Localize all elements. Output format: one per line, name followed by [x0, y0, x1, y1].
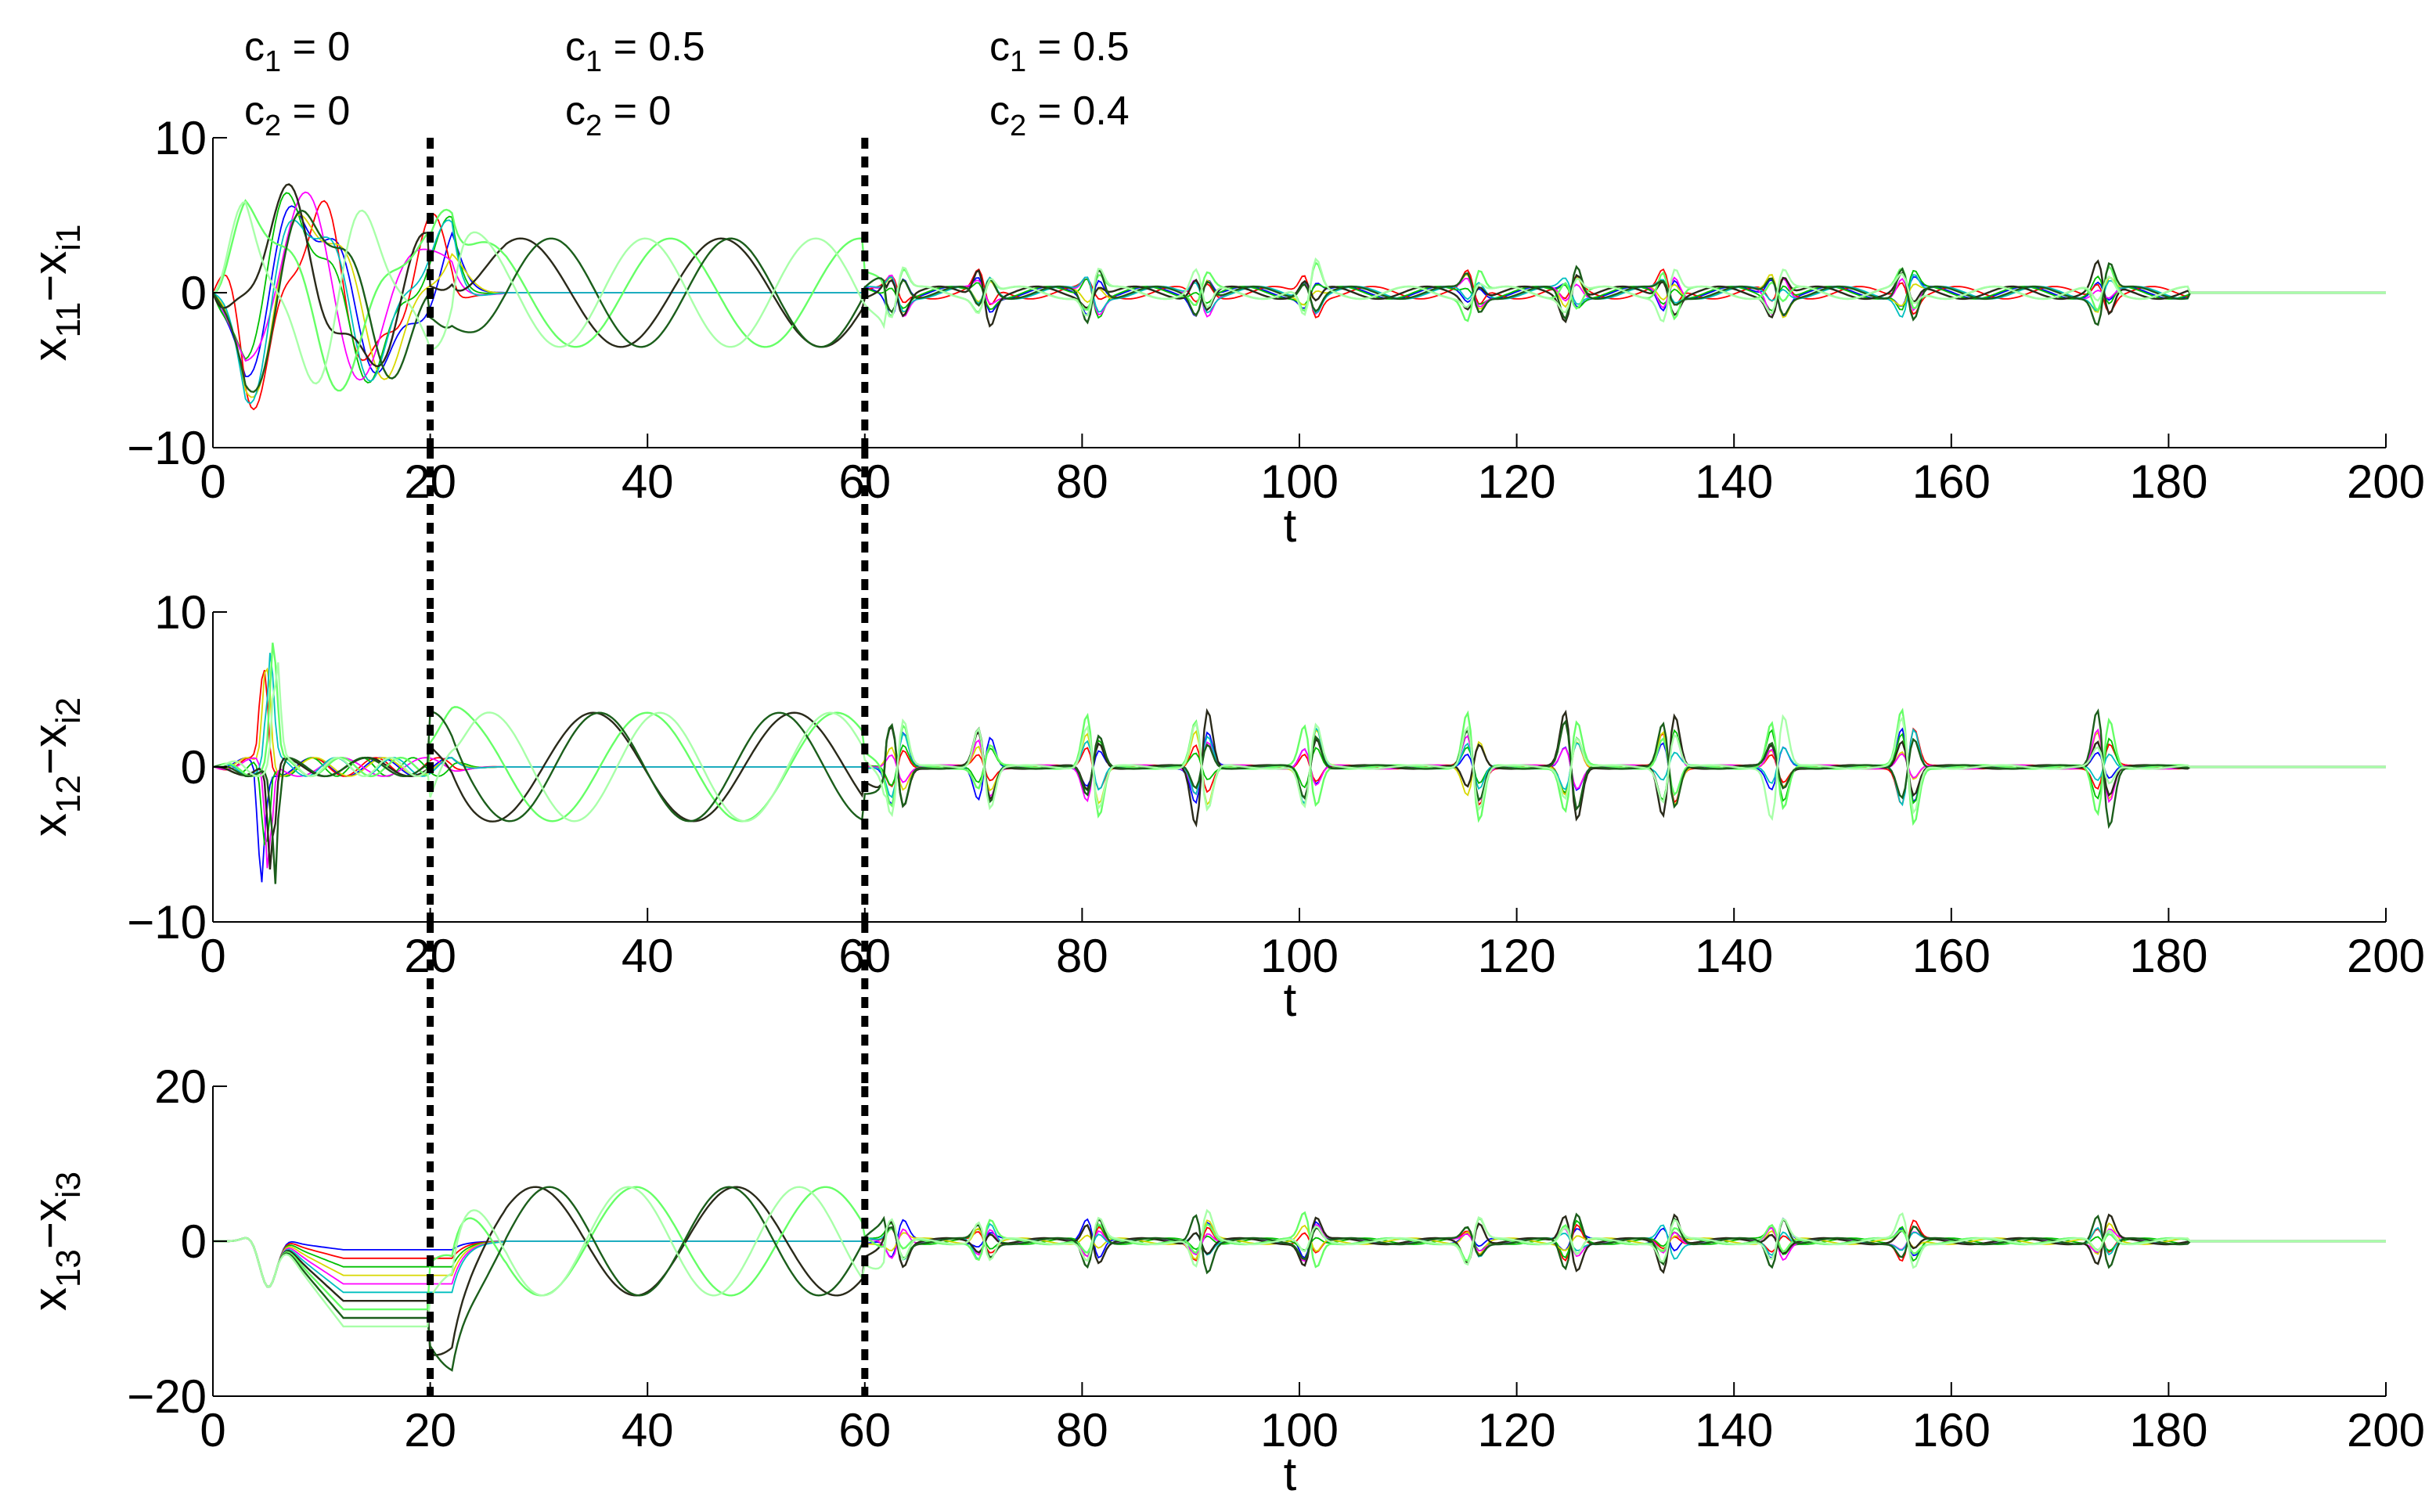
- x-axis-label-3: t: [1284, 1448, 1297, 1500]
- series-line-2-5: [212, 728, 2386, 869]
- x-tick-label-3-9: 180: [2129, 1404, 2207, 1456]
- annotation-c2-phase2: c2 = 0: [565, 88, 672, 142]
- x-tick-label-3-5: 100: [1260, 1404, 1339, 1456]
- series-line-2-1: [212, 727, 2386, 883]
- x-tick-label-3-6: 120: [1478, 1404, 1556, 1456]
- x-tick-label-3-2: 40: [622, 1404, 674, 1456]
- series-line-1-9: [212, 209, 2386, 394]
- plot-area-2: [212, 643, 2386, 884]
- x-tick-label-1-8: 160: [1912, 455, 1991, 508]
- x-tick-label-1-0: 0: [200, 455, 225, 508]
- y-axis-label-3: x13−xi3: [23, 1172, 88, 1311]
- series-line-3-8: [213, 1186, 2386, 1311]
- y-tick-label-3-2: 20: [154, 1060, 207, 1113]
- series-line-1-10: [212, 200, 2386, 385]
- y-tick-label-2-2: 10: [154, 586, 207, 639]
- plot-area-1: [211, 183, 2386, 411]
- x-tick-label-1-4: 80: [1056, 455, 1108, 508]
- annotation-c2-phase1: c2 = 0: [244, 88, 351, 142]
- x-tick-label-3-3: 60: [838, 1404, 891, 1456]
- x-tick-label-1-10: 200: [2347, 455, 2425, 508]
- y-tick-label-1-0: −10: [127, 422, 207, 474]
- x-tick-label-1-7: 140: [1695, 455, 1773, 508]
- x-tick-label-1-2: 40: [622, 455, 674, 508]
- x-axis-label-2: t: [1284, 974, 1297, 1026]
- x-tick-label-1-9: 180: [2129, 455, 2207, 508]
- x-tick-label-1-5: 100: [1260, 455, 1339, 508]
- series-line-2-9: [212, 708, 2386, 884]
- panel-2: 0 20 40 60 80 100 120 140 160 180 200−10010tx12−xi…: [23, 586, 2425, 1026]
- series-line-3-10: [213, 1186, 2386, 1328]
- x-tick-label-1-3: 60: [838, 455, 891, 508]
- x-tick-label-2-8: 160: [1912, 930, 1991, 982]
- plot-area-3: [213, 1186, 2386, 1372]
- x-tick-label-2-10: 200: [2347, 930, 2425, 982]
- x-tick-label-3-7: 140: [1695, 1404, 1773, 1456]
- y-tick-label-1-1: 0: [181, 267, 207, 319]
- y-tick-label-3-1: 0: [181, 1215, 207, 1268]
- x-axis-label-1: t: [1284, 499, 1297, 552]
- x-tick-label-2-7: 140: [1695, 930, 1773, 982]
- x-tick-label-3-8: 160: [1912, 1404, 1991, 1456]
- x-tick-label-3-0: 0: [200, 1404, 225, 1456]
- y-axis-label-2: x12−xi2: [23, 697, 88, 837]
- x-tick-label-2-3: 60: [838, 930, 891, 982]
- x-tick-label-2-6: 120: [1478, 930, 1556, 982]
- y-tick-label-2-0: −10: [127, 896, 207, 949]
- x-tick-label-2-9: 180: [2129, 930, 2207, 982]
- y-axis-label-1: x11−xi1: [23, 225, 88, 362]
- x-tick-label-3-1: 20: [404, 1404, 456, 1456]
- x-tick-label-2-0: 0: [200, 930, 225, 982]
- annotation-c1-phase2: c1 = 0.5: [565, 24, 705, 78]
- x-tick-label-2-4: 80: [1056, 930, 1108, 982]
- x-tick-label-2-5: 100: [1260, 930, 1339, 982]
- x-tick-label-3-10: 200: [2347, 1404, 2425, 1456]
- annotation-c1-phase3: c1 = 0.5: [989, 24, 1130, 78]
- series-line-3-9: [213, 1186, 2386, 1372]
- x-tick-label-3-4: 80: [1056, 1404, 1108, 1456]
- y-tick-label-3-0: −20: [127, 1370, 207, 1423]
- annotation-c2-phase3: c2 = 0.4: [989, 88, 1130, 142]
- series-line-2-10: [212, 662, 2386, 823]
- y-tick-label-2-1: 0: [181, 741, 207, 794]
- x-tick-label-2-2: 40: [622, 930, 674, 982]
- panel-3: 0 20 40 60 80 100 120 140 160 180 200−20020tx13−xi…: [23, 1060, 2425, 1500]
- annotation-c1-phase1: c1 = 0: [244, 24, 351, 78]
- y-tick-label-1-2: 10: [154, 112, 207, 164]
- series-line-1-7: [211, 183, 2386, 368]
- panel-1: 0 20 40 60 80 100 120 140 160 180 200−10010tx11−xi…: [23, 112, 2425, 552]
- x-tick-label-1-6: 120: [1478, 455, 1556, 508]
- x-tick-label-1-1: 20: [404, 455, 456, 508]
- series-line-3-7: [213, 1186, 2386, 1356]
- x-tick-label-2-1: 20: [404, 930, 456, 982]
